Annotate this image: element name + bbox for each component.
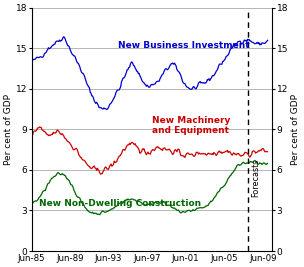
Text: Forecasts: Forecasts [251,159,261,197]
Text: New Non-Dwelling Construction: New Non-Dwelling Construction [39,199,201,208]
Y-axis label: Per cent of GDP: Per cent of GDP [291,94,300,165]
Text: New Business Investment: New Business Investment [118,41,250,49]
Y-axis label: Per cent of GDP: Per cent of GDP [4,94,13,165]
Text: New Machinery
and Equipment: New Machinery and Equipment [152,116,230,135]
